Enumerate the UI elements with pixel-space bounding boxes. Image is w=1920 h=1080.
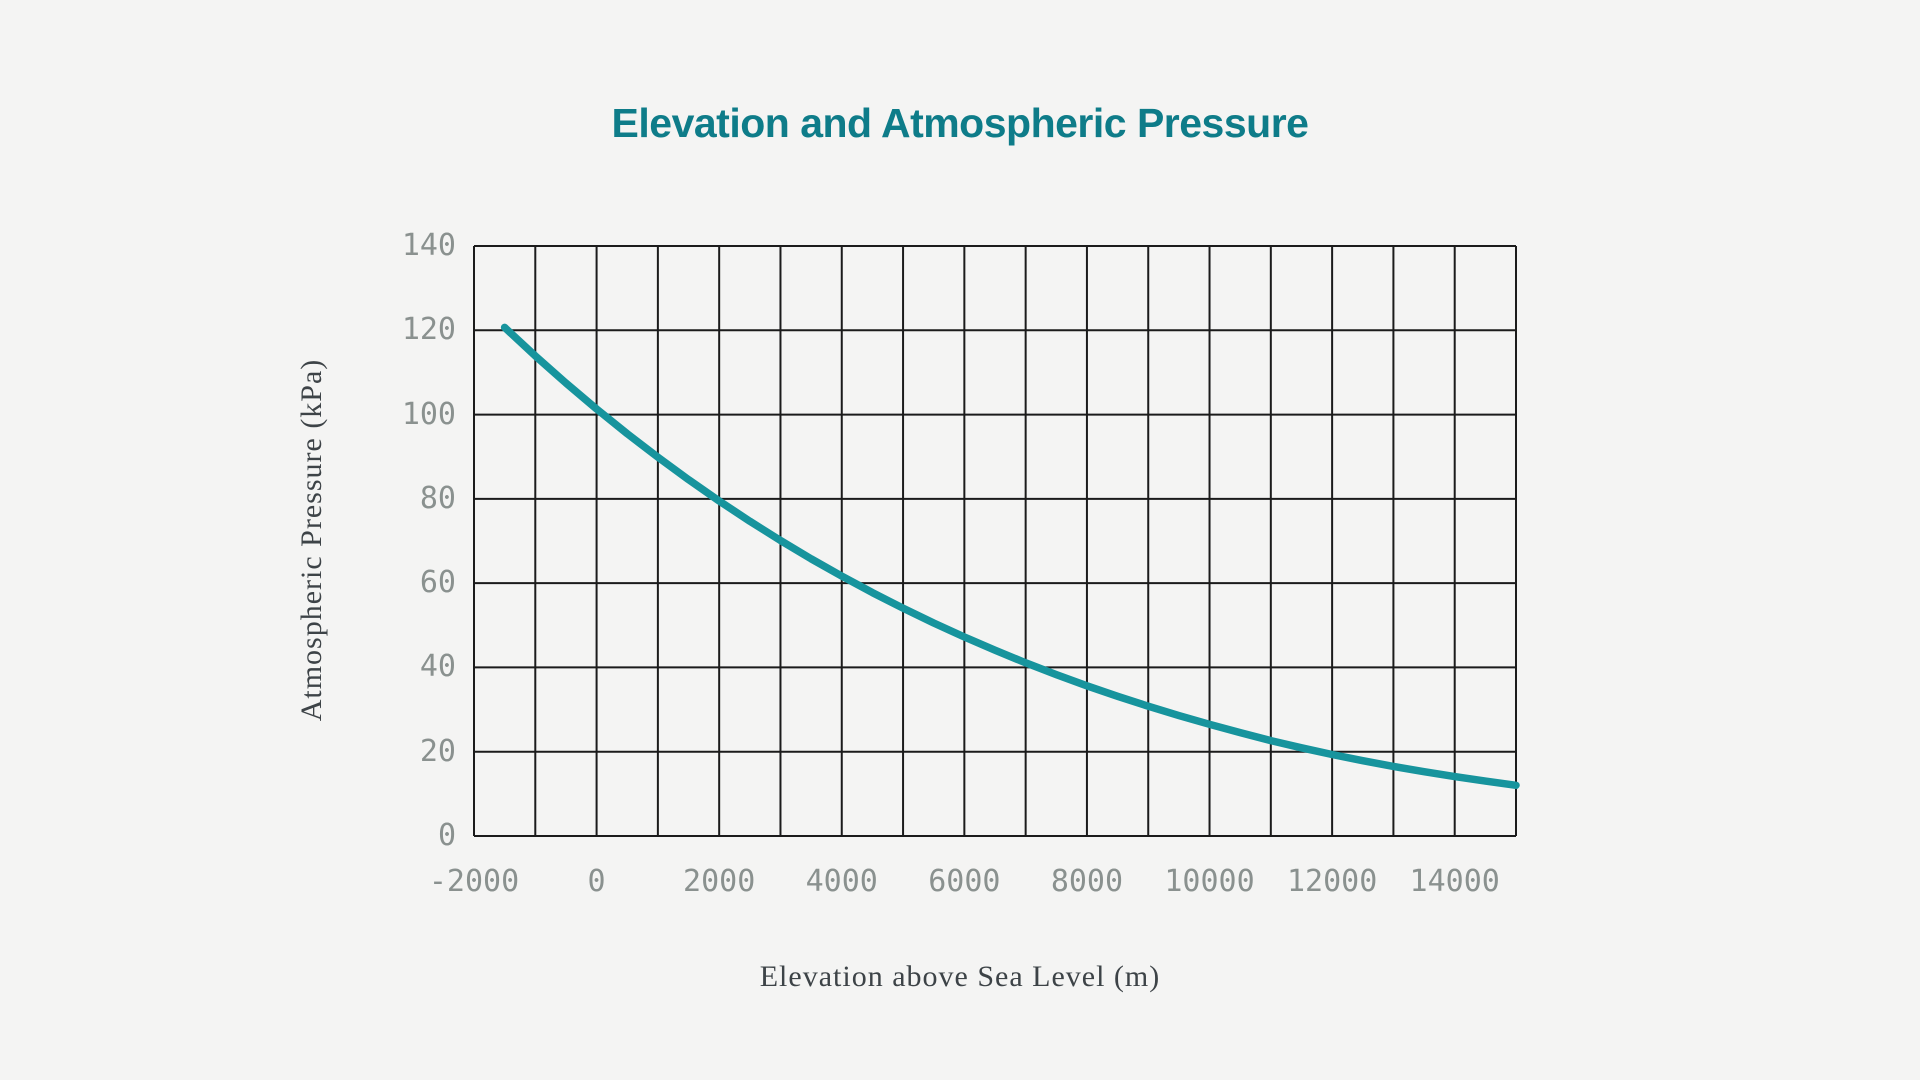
y-tick-label: 80 — [419, 480, 456, 516]
x-tick-label: 10000 — [1164, 864, 1255, 899]
x-tick-label: 4000 — [805, 864, 878, 899]
y-tick-label: 120 — [401, 312, 456, 348]
y-tick-label: 60 — [419, 565, 456, 601]
y-tick-label: 40 — [419, 649, 456, 685]
y-tick-label: 0 — [437, 818, 456, 853]
y-tick-label: 140 — [401, 228, 456, 263]
x-tick-label: 12000 — [1286, 864, 1378, 899]
chart-title: Elevation and Atmospheric Pressure — [611, 100, 1309, 146]
y-tick-label: 20 — [419, 733, 456, 769]
x-tick-label: 14000 — [1409, 864, 1500, 899]
x-axis-label: Elevation above Sea Level (m) — [759, 960, 1161, 993]
pressure-curve — [500, 323, 1520, 790]
x-tick-label: 0 — [587, 864, 606, 899]
y-tick-label: 100 — [401, 396, 456, 432]
x-tick-label: 8000 — [1050, 864, 1124, 899]
x-tick-label: 6000 — [928, 864, 1001, 899]
y-axis-label: Atmospheric Pressure (kPa) — [295, 358, 328, 722]
x-tick-label: -2000 — [428, 864, 520, 899]
x-tick-label: 2000 — [683, 864, 756, 899]
